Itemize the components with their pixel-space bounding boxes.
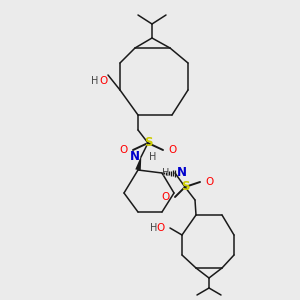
Text: N: N	[177, 167, 187, 179]
Text: S: S	[181, 181, 189, 194]
Text: N: N	[130, 151, 140, 164]
Polygon shape	[135, 157, 141, 171]
Text: O: O	[120, 145, 128, 155]
Text: O: O	[168, 145, 176, 155]
Text: O: O	[157, 223, 165, 233]
Text: H: H	[91, 76, 99, 86]
Text: H: H	[150, 223, 157, 233]
Text: O: O	[162, 192, 170, 202]
Text: H: H	[162, 168, 169, 178]
Text: S: S	[144, 136, 152, 149]
Text: O: O	[100, 76, 108, 86]
Text: H: H	[149, 152, 156, 162]
Text: O: O	[205, 177, 213, 187]
